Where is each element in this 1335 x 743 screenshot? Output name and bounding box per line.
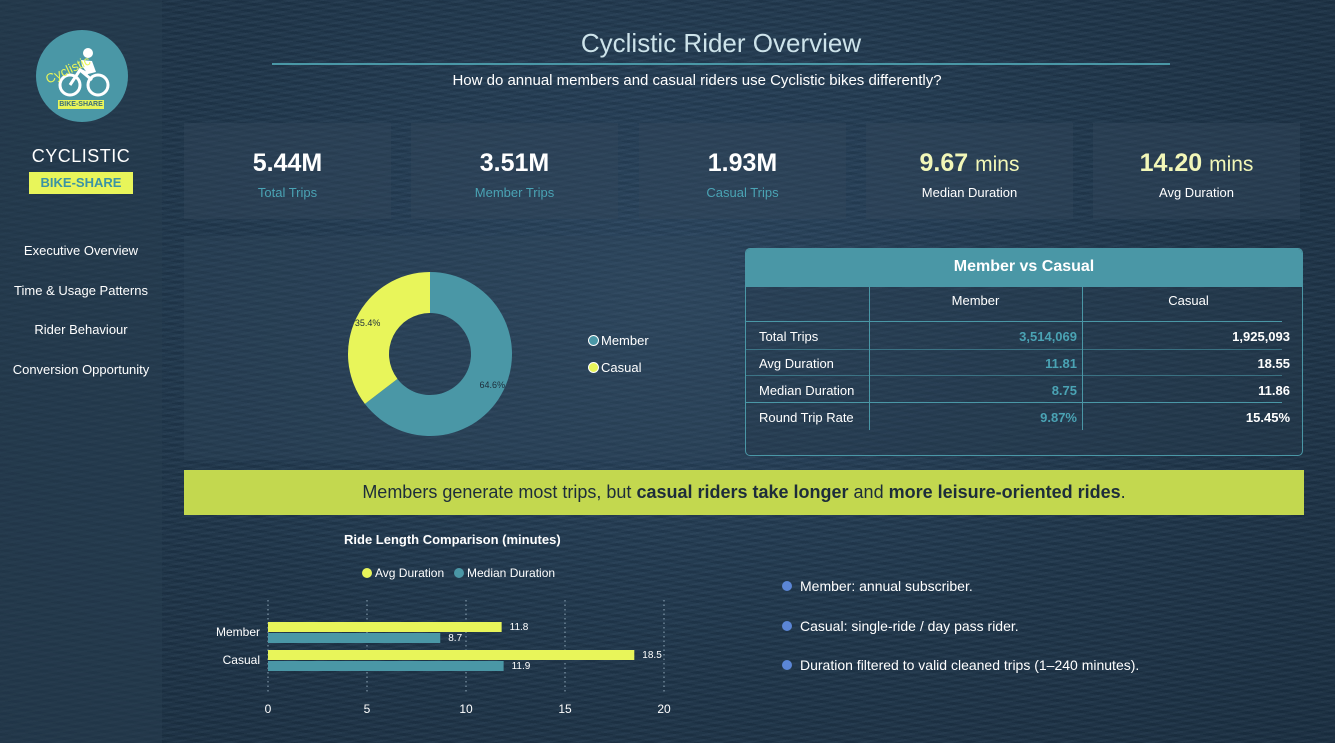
chart-title: Ride Length Comparison (minutes) [344,532,561,547]
bullet-icon [782,621,792,631]
row-label: Total Trips [759,329,819,344]
cell-member: 11.81 [1045,356,1077,371]
cell-casual: 18.55 [1257,356,1290,371]
column-header-member: Member [951,293,1000,308]
bullet-icon [782,581,792,591]
logo-text: Cyclistic [43,53,93,87]
page-subtitle: How do annual members and casual riders … [452,72,942,89]
cell-casual: 11.86 [1258,383,1290,398]
x-tick-label: 5 [364,702,371,716]
row-divider [746,375,1282,376]
data-label: 8.7 [448,633,462,644]
bar-casual-avg-duration [268,650,635,660]
logo: Cyclistic BIKE-SHARE [36,30,128,122]
title-underline [272,63,1170,65]
cell-casual: 1,925,093 [1232,329,1290,344]
kpi-card-median-duration: 9.67 mins Median Duration [866,123,1073,219]
kpi-card-avg-duration: 14.20 mins Avg Duration [1093,123,1300,219]
rider-share-donut-chart: 64.6% 35.4% [348,272,512,436]
column-header-casual: Casual [1168,293,1209,308]
kpi-value: 1.93M [707,149,778,177]
kpi-label: Member Trips [474,185,555,200]
category-label-member: Member [216,625,260,639]
brand-name: CYCLISTIC [31,146,131,166]
logo-tag: BIKE-SHARE [58,100,104,109]
nav-executive-overview[interactable]: Executive Overview [23,243,139,258]
x-tick-label: 20 [657,702,671,716]
cell-member: 8.75 [1051,383,1077,398]
bar-member-median-duration [268,633,441,643]
donut-slice-member [364,272,512,436]
insight-banner: Members generate most trips, but casual … [184,470,1304,515]
legend-dot [588,362,599,373]
kpi-label: Median Duration [921,185,1018,200]
column-divider [1082,287,1083,430]
bullet-icon [782,660,792,670]
data-label: 18.5 [642,650,662,661]
ride-length-bar-chart: Ride Length Comparison (minutes) Avg Dur… [184,520,704,743]
kpi-label: Avg Duration [1159,185,1234,200]
nav-rider-behaviour[interactable]: Rider Behaviour [34,322,128,337]
x-tick-label: 0 [265,702,272,716]
cell-member: 9.87% [1040,410,1077,425]
bar-chart-plot: 0 5 10 15 20 Member 11.8 8.7 Casual 18.5 11.9 [216,600,671,716]
cell-casual: 15.45% [1245,410,1290,425]
kpi-card-casual-trips: 1.93M Casual Trips [639,123,846,219]
bike-icon: Cyclistic [43,48,110,97]
kpi-card-total-trips: 5.44M Total Trips [184,123,391,219]
data-label: 11.8 [510,622,529,633]
data-label: 11.9 [512,661,531,672]
legend-dot [588,335,599,346]
nav-conversion-opportunity[interactable]: Conversion Opportunity [12,362,150,377]
row-label: Round Trip Rate [759,410,854,425]
rider-share-donut-panel: 64.6% 35.4% Member Casual [184,236,730,460]
category-label-casual: Casual [223,653,260,667]
kpi-card-member-trips: 3.51M Member Trips [411,123,618,219]
row-divider [746,402,1282,403]
cell-member: 3,514,069 [1019,329,1077,344]
bar-casual-median-duration [268,661,504,671]
column-divider [869,287,870,430]
x-tick-label: 15 [558,702,572,716]
page-title: Cyclistic Rider Overview [580,28,862,58]
kpi-label: Casual Trips [706,185,779,200]
member-vs-casual-table: Member vs Casual Member Casual Total Tri… [745,248,1303,456]
kpi-value: 3.51M [479,149,550,177]
bar-member-avg-duration [268,622,502,632]
donut-slice-casual [348,272,430,404]
row-label: Avg Duration [759,356,834,371]
donut-label-member: 64.6% [480,380,506,390]
brand-badge: BIKE-SHARE [29,172,133,194]
kpi-label: Total Trips [257,185,318,200]
header-divider [746,321,1282,322]
donut-label-casual: 35.4% [355,318,381,328]
legend-dot [454,568,464,578]
row-divider [746,349,1282,350]
legend-dot [362,568,372,578]
kpi-value: 14.20 mins [1139,149,1254,177]
kpi-value: 9.67 mins [919,149,1020,177]
row-label: Median Duration [759,383,855,398]
kpi-value: 5.44M [252,149,323,177]
x-tick-label: 10 [459,702,473,716]
nav-time-usage-patterns[interactable]: Time & Usage Patterns [14,283,148,298]
sidebar: Cyclistic BIKE-SHARE CYCLISTIC BIKE-SHAR… [0,0,162,743]
table-title: Member vs Casual [746,249,1302,287]
